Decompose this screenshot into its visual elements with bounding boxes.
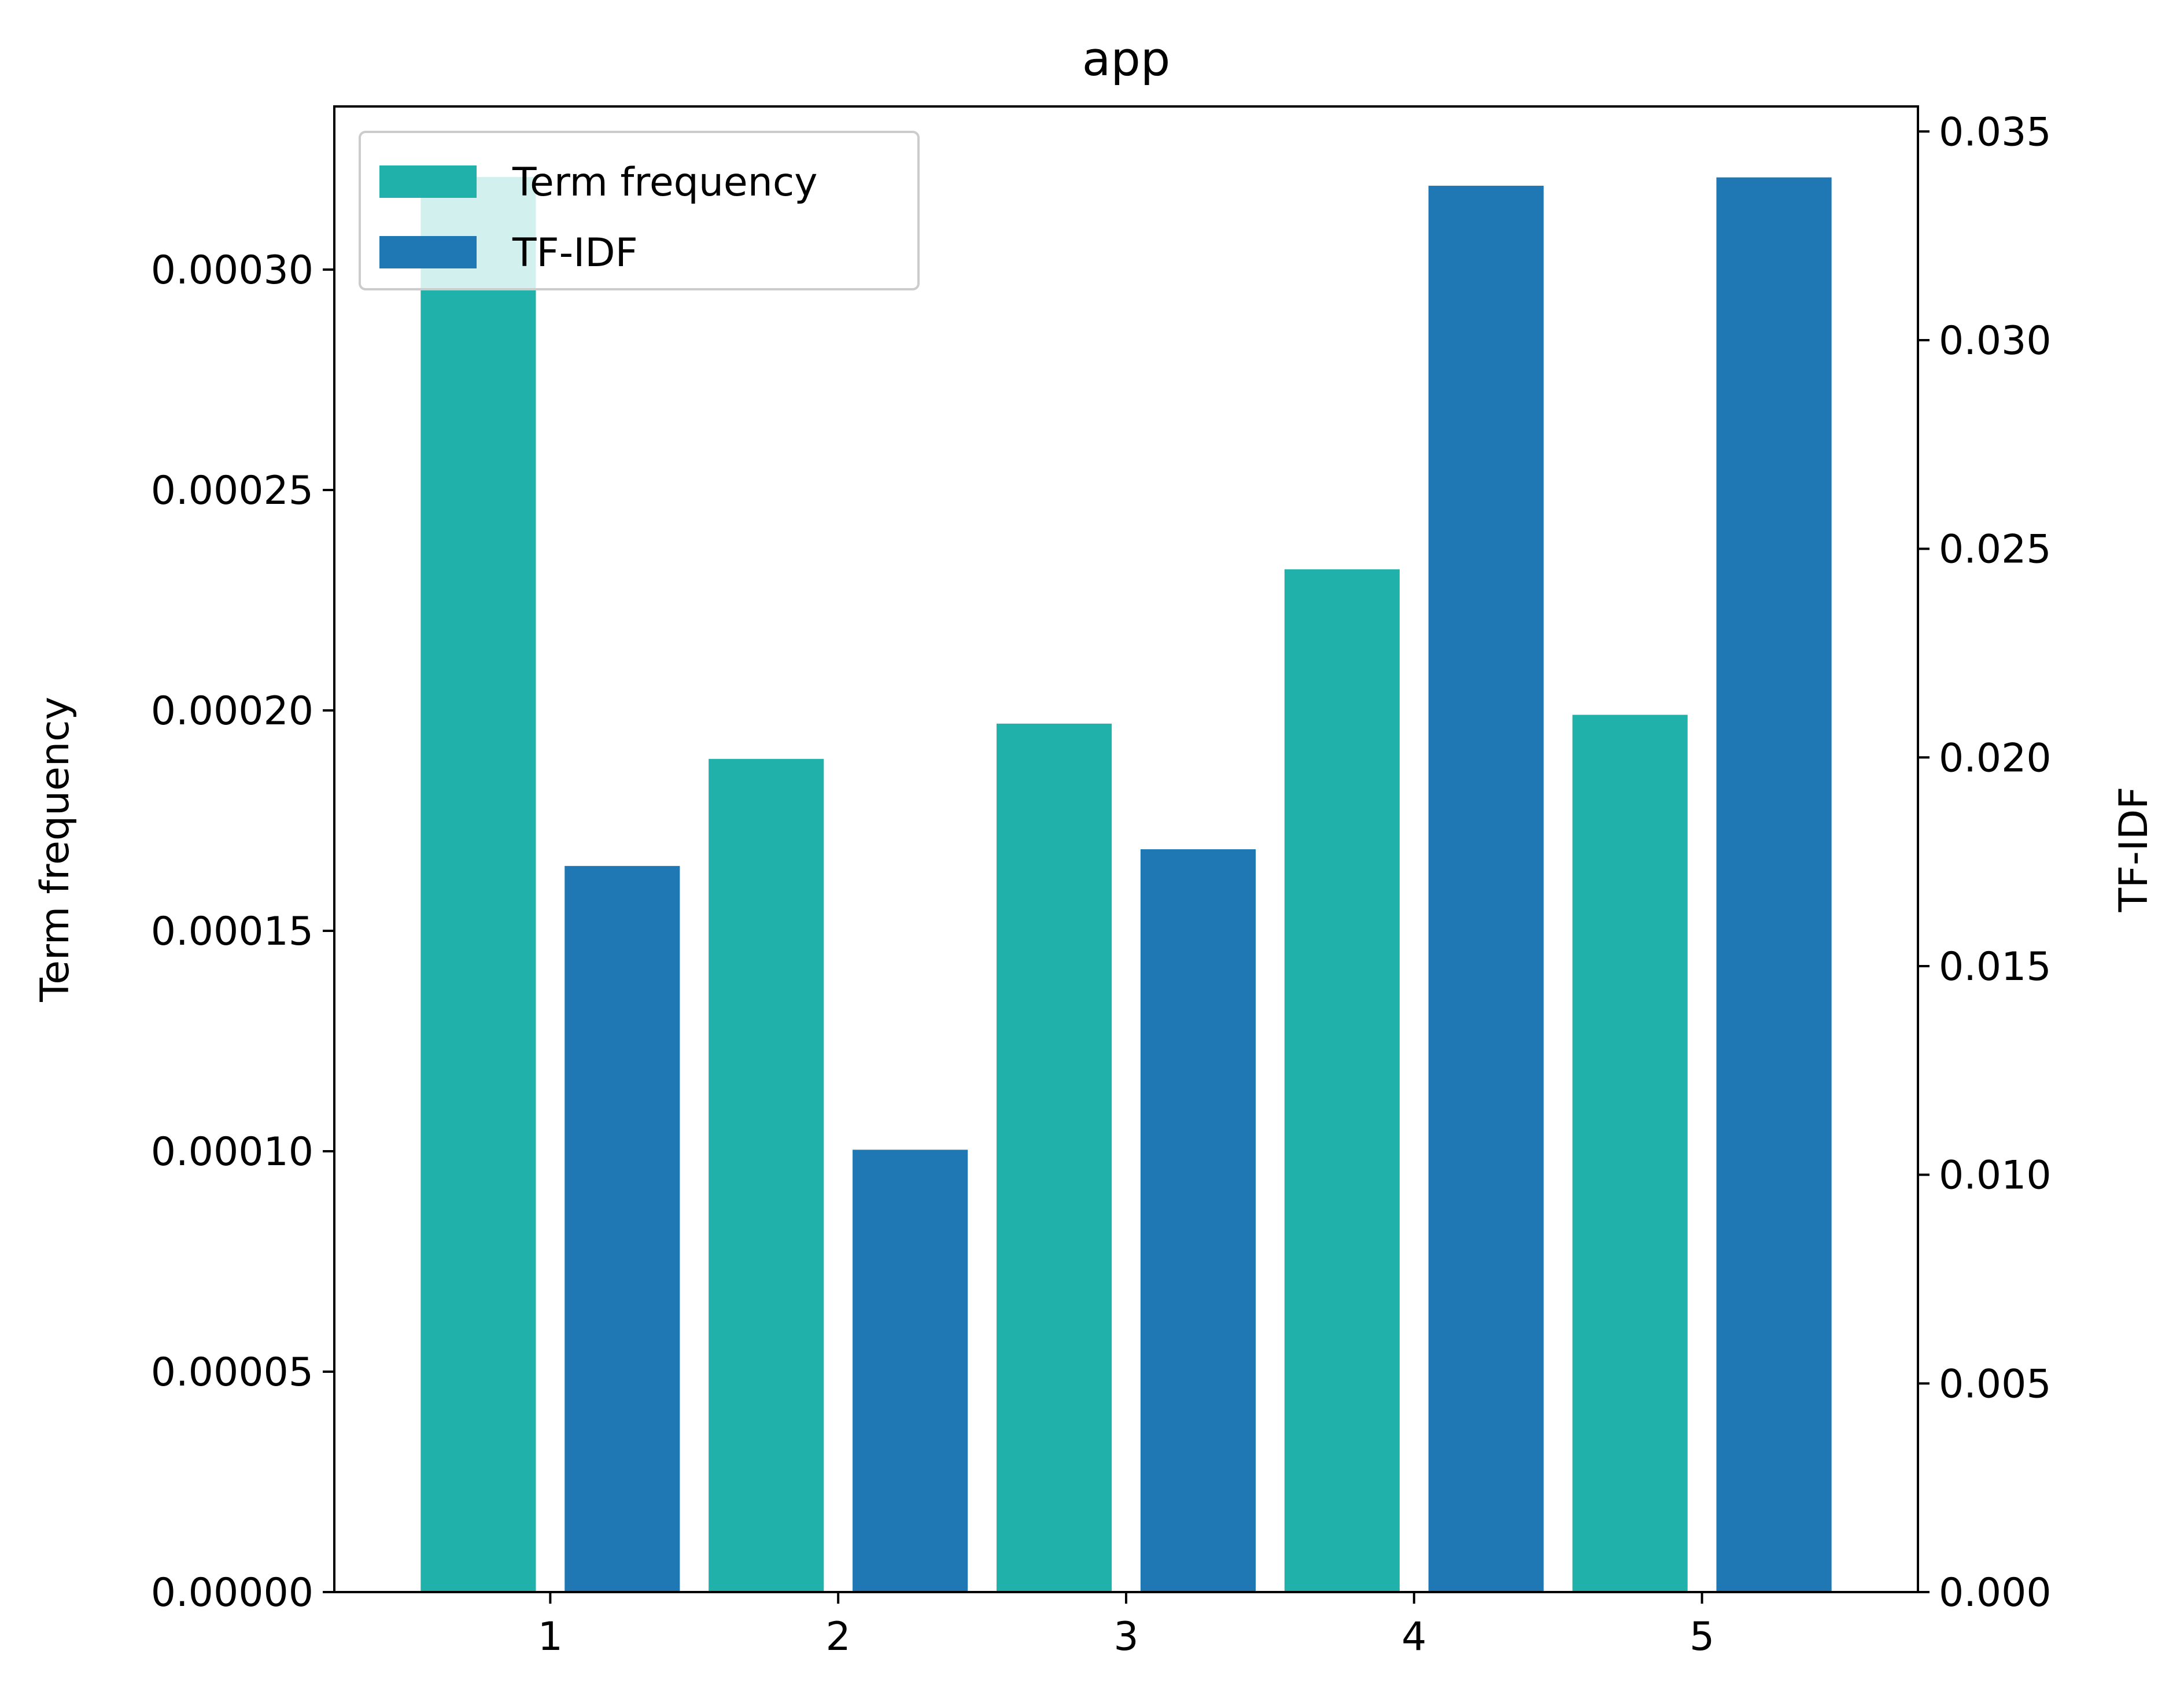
bar-term-frequency-5 <box>1572 714 1688 1592</box>
left-tick-label: 0.00030 <box>151 248 313 293</box>
legend: Term frequency TF-IDF <box>359 131 920 290</box>
x-tick-label: 2 <box>826 1614 851 1660</box>
x-tick-label: 4 <box>1401 1614 1426 1660</box>
left-axis-title: Term frequency <box>32 697 78 1003</box>
chart-title: app <box>1082 32 1170 87</box>
legend-swatch-term-frequency <box>379 165 477 198</box>
bar-tf-idf-2 <box>853 1150 968 1592</box>
bar-term-frequency-1 <box>420 176 536 1592</box>
right-tick-label: 0.000 <box>1939 1570 2052 1616</box>
x-tick-label: 5 <box>1689 1614 1714 1660</box>
left-tick-label: 0.00015 <box>151 909 313 955</box>
bar-tf-idf-1 <box>565 865 680 1592</box>
left-tick-label: 0.00010 <box>151 1129 313 1175</box>
right-tick-label: 0.020 <box>1939 735 2052 781</box>
legend-box <box>359 131 920 290</box>
left-tick-label: 0.00000 <box>151 1570 313 1616</box>
bar-term-frequency-2 <box>709 758 824 1592</box>
right-tick-label: 0.025 <box>1939 527 2052 573</box>
right-tick-label: 0.005 <box>1939 1361 2052 1407</box>
bar-tf-idf-5 <box>1716 177 1832 1593</box>
x-tick-label: 3 <box>1113 1614 1138 1660</box>
right-axis-title: TF-IDF <box>2111 787 2157 913</box>
x-axis: 1 2 3 4 5 <box>538 1592 1714 1660</box>
left-axis: 0.00000 0.00005 0.00010 0.00015 0.00020 0.000… <box>151 248 334 1616</box>
legend-label-term-frequency: Term frequency <box>512 160 818 205</box>
left-tick-label: 0.00020 <box>151 688 313 734</box>
right-tick-label: 0.030 <box>1939 318 2052 364</box>
right-axis: 0.000 0.005 0.010 0.015 0.020 0.025 0.030 0.035 <box>1918 109 2052 1616</box>
bar-tf-idf-3 <box>1140 849 1256 1592</box>
bars-group <box>420 176 1832 1593</box>
right-tick-label: 0.015 <box>1939 944 2052 990</box>
bar-term-frequency-3 <box>996 723 1112 1592</box>
bar-term-frequency-4 <box>1284 569 1400 1593</box>
bar-tf-idf-4 <box>1428 186 1544 1593</box>
plot-frame <box>333 105 1919 1593</box>
left-tick-label: 0.00025 <box>151 468 313 514</box>
legend-swatch-tf-idf <box>379 236 477 268</box>
right-tick-label: 0.010 <box>1939 1153 2052 1199</box>
legend-label-tf-idf: TF-IDF <box>512 230 638 276</box>
right-tick-label: 0.035 <box>1939 109 2052 155</box>
x-tick-label: 1 <box>538 1614 563 1660</box>
left-tick-label: 0.00005 <box>151 1350 313 1395</box>
